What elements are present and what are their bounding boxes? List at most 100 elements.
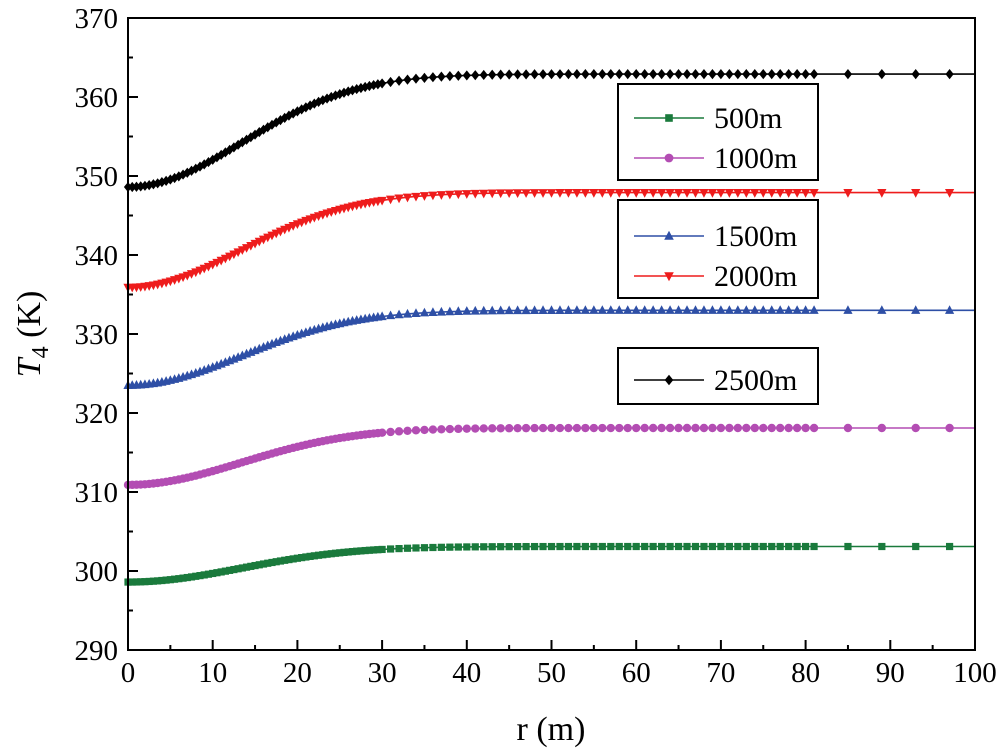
data-point <box>546 305 557 314</box>
data-point <box>462 306 472 315</box>
legend-item-2500m: 2500m <box>634 364 797 397</box>
data-point <box>572 305 582 314</box>
y-tick-label: 330 <box>75 319 119 351</box>
data-point <box>487 305 497 315</box>
data-point <box>673 188 684 198</box>
data-point <box>733 423 743 433</box>
data-point <box>716 68 725 80</box>
data-point <box>420 544 429 552</box>
data-point <box>589 69 598 80</box>
data-point <box>530 69 539 80</box>
data-point <box>238 564 246 572</box>
data-point <box>665 114 673 122</box>
legend-item-500m: 500m <box>634 102 782 135</box>
data-point <box>213 569 221 577</box>
data-point <box>640 305 650 314</box>
data-point <box>640 423 649 433</box>
data-point <box>844 542 852 551</box>
data-point <box>581 423 590 433</box>
data-point <box>445 190 455 200</box>
data-point <box>945 423 954 433</box>
data-point <box>716 305 726 314</box>
data-point <box>437 71 446 82</box>
data-point <box>877 305 887 314</box>
data-point <box>378 545 386 554</box>
data-point <box>572 423 582 433</box>
data-point <box>255 561 263 569</box>
data-point <box>411 73 421 84</box>
data-point <box>606 69 615 80</box>
data-point <box>276 557 285 565</box>
data-point <box>776 542 784 551</box>
data-point <box>648 188 658 198</box>
data-point <box>717 542 725 551</box>
data-point <box>759 423 768 433</box>
legend-label: 1000m <box>714 142 797 175</box>
data-point <box>419 192 430 201</box>
data-point <box>563 189 574 198</box>
data-point <box>801 423 810 433</box>
x-tick-label: 100 <box>953 657 997 689</box>
x-tick-label: 0 <box>121 657 136 689</box>
data-point <box>513 189 523 198</box>
data-point <box>623 423 632 433</box>
data-point <box>462 424 471 433</box>
data-point <box>521 69 531 80</box>
data-point <box>394 75 404 86</box>
data-point <box>665 188 675 198</box>
x-axis-title: r (m) <box>517 711 586 748</box>
data-point <box>428 191 438 201</box>
series-1000m <box>123 423 975 490</box>
data-point <box>751 542 759 551</box>
x-tick-label: 60 <box>622 657 651 689</box>
data-point <box>792 188 802 198</box>
data-point <box>555 189 565 198</box>
data-point <box>505 69 514 80</box>
data-point <box>631 188 641 198</box>
data-point <box>361 81 370 93</box>
data-point <box>690 188 701 198</box>
data-point <box>691 68 700 80</box>
data-point <box>724 188 734 198</box>
data-point <box>742 542 750 551</box>
data-point <box>411 192 421 202</box>
y-axis-title-subscript: 4 <box>28 346 54 358</box>
data-point <box>436 306 446 316</box>
data-point <box>429 543 437 552</box>
data-point <box>377 311 387 321</box>
data-point <box>370 546 378 554</box>
data-point <box>374 546 382 554</box>
data-point <box>437 425 446 434</box>
data-point <box>564 423 573 433</box>
data-point <box>504 305 514 315</box>
data-point <box>158 576 166 585</box>
data-point <box>665 68 675 80</box>
data-point <box>293 554 301 562</box>
data-point <box>802 542 810 551</box>
data-point <box>179 574 187 582</box>
data-point <box>564 69 573 80</box>
data-point <box>742 68 751 80</box>
data-point <box>251 561 259 570</box>
data-point <box>776 68 785 80</box>
data-point <box>666 542 674 551</box>
data-point <box>758 188 768 198</box>
y-tick-label: 370 <box>75 3 119 35</box>
data-point <box>385 195 396 205</box>
data-point <box>386 76 395 88</box>
data-point <box>154 577 162 585</box>
data-point <box>716 188 726 198</box>
legend-entries: 500m 1000m 1500m 2000m 2500m <box>634 102 797 397</box>
data-point <box>272 558 280 566</box>
data-point <box>810 542 818 551</box>
data-point <box>784 423 793 433</box>
data-point <box>767 305 777 314</box>
data-point <box>411 308 421 317</box>
data-point <box>521 305 531 315</box>
data-point <box>281 556 289 564</box>
data-point <box>657 305 667 314</box>
data-point <box>530 542 539 551</box>
data-point <box>759 68 768 80</box>
data-point <box>573 542 581 551</box>
